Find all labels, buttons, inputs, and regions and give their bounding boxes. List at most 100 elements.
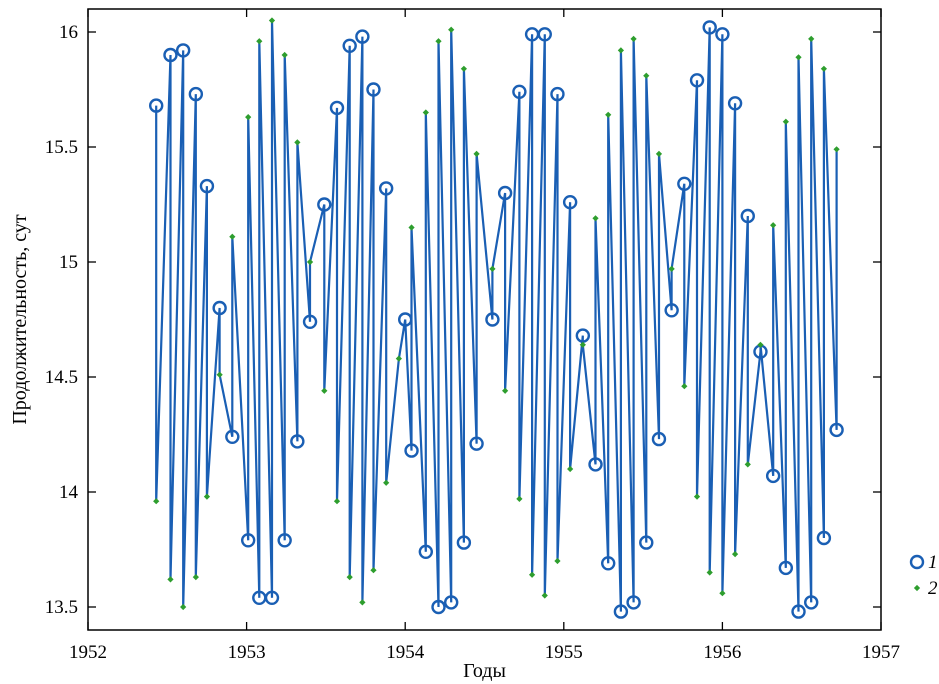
series-2-point — [630, 35, 637, 43]
series-2-point — [770, 222, 777, 229]
plot-area — [87, 8, 882, 631]
series-1-point — [290, 434, 305, 449]
series-2-point — [516, 495, 523, 503]
series-2-point — [833, 146, 840, 153]
series-1-point — [317, 197, 332, 212]
series-1-point — [469, 436, 484, 451]
series-2-point — [216, 371, 223, 378]
series-1-point — [485, 312, 500, 327]
series-2-point — [579, 341, 586, 348]
series-2-point — [744, 461, 751, 468]
series-1-point — [677, 176, 692, 192]
axis-ticks — [87, 9, 882, 630]
legend-marker-series-1 — [909, 554, 925, 570]
series-line — [155, 20, 838, 612]
y-tick-label: 14.5 — [45, 367, 78, 388]
series-1-point — [537, 27, 552, 42]
x-tick-label: 1957 — [862, 642, 900, 663]
series-1-point — [804, 595, 819, 610]
series-1-point — [418, 544, 434, 559]
series-1-point — [550, 86, 565, 102]
series-2-point — [757, 341, 764, 348]
series-1-point — [765, 468, 781, 484]
x-tick-label: 1953 — [228, 642, 266, 663]
series-2-point — [605, 111, 612, 118]
series-1-point — [302, 314, 318, 329]
y-tick-label: 15 — [59, 252, 78, 273]
x-tick-label: 1954 — [386, 642, 425, 663]
series-2-point — [359, 599, 366, 606]
series-1-point — [588, 457, 603, 472]
series-2-point — [435, 38, 442, 45]
series-2-point — [719, 590, 726, 597]
series-2-point — [256, 38, 263, 45]
series-2-point — [321, 387, 328, 394]
series-1-markers — [148, 20, 844, 619]
series-2-point — [245, 113, 252, 121]
series-2-point — [731, 550, 739, 558]
legend-label-series-2: 2 — [928, 578, 938, 599]
series-1-point — [163, 47, 178, 63]
series-2-point — [346, 573, 353, 581]
series-1-point — [456, 535, 472, 550]
series-2-point — [782, 118, 789, 125]
series-1-point — [188, 86, 204, 102]
series-2-point — [681, 383, 688, 390]
series-2-point — [554, 557, 561, 565]
series-1-point — [651, 431, 667, 447]
x-tick-label: 1956 — [703, 642, 741, 663]
x-tick-labels: 1952 1953 1954 1955 1956 1957 — [69, 642, 900, 663]
series-2-point — [693, 493, 701, 500]
legend-marker-series-2 — [913, 584, 921, 592]
series-2-point — [370, 567, 377, 574]
series-1-point — [175, 43, 191, 58]
series-2-point — [592, 215, 599, 222]
y-axis-title: Продолжительность, сут — [9, 214, 31, 425]
series-2-point — [567, 465, 574, 473]
series-2-point — [268, 17, 276, 24]
x-axis-title: Годы — [463, 660, 506, 682]
series-2-point — [383, 479, 390, 486]
series-1-point — [264, 590, 280, 605]
series-2-point — [167, 576, 174, 583]
y-tick-label: 16 — [59, 22, 78, 43]
series-1-point — [575, 328, 591, 343]
x-tick-label: 1952 — [69, 642, 107, 663]
series-1-point — [626, 595, 641, 610]
series-2-point — [422, 109, 429, 116]
series-1-point — [715, 27, 730, 42]
series-2-point — [706, 569, 713, 576]
legend: 1 2 — [909, 552, 938, 599]
series-2-point — [473, 150, 480, 158]
series-1-point — [816, 530, 832, 546]
series-2-point — [795, 54, 802, 61]
series-1-point — [639, 535, 654, 550]
y-tick-label: 15.5 — [45, 137, 78, 158]
series-2-point — [528, 571, 536, 578]
series-2-point — [229, 233, 236, 240]
series-2-point — [502, 387, 509, 394]
y-tick-label: 13.5 — [45, 597, 78, 618]
series-1-point — [225, 429, 240, 444]
series-2-point — [655, 150, 663, 158]
series-1-point — [277, 533, 292, 548]
series-1-point — [148, 98, 164, 113]
series-1-point — [791, 604, 806, 619]
series-2-point — [408, 224, 415, 231]
series-2-point — [820, 65, 828, 72]
series-1-point — [342, 38, 357, 53]
series-2-point — [306, 258, 314, 266]
series-1-point — [431, 599, 446, 615]
series-1-point — [702, 20, 717, 35]
series-1-point — [366, 82, 381, 97]
series-2-point — [643, 72, 650, 79]
series-1-point — [727, 96, 743, 111]
series-1-point — [613, 604, 629, 619]
series-1-point — [601, 556, 616, 571]
series-2-point — [153, 498, 160, 505]
series-2-point — [448, 26, 455, 33]
series-1-point — [689, 73, 705, 88]
series-2-point — [294, 139, 301, 146]
